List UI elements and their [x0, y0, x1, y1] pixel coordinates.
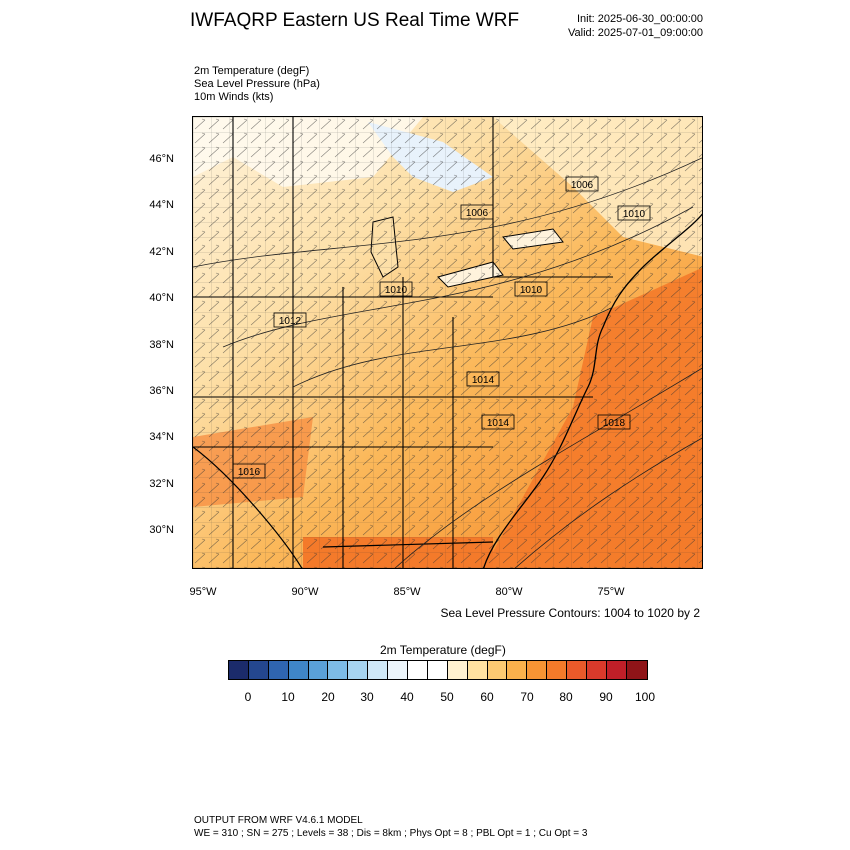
svg-text:1014: 1014: [472, 375, 495, 386]
colorbar-tick-label: 20: [321, 690, 335, 704]
lat-label: 42°N: [149, 246, 174, 258]
pressure-label: 1010: [617, 205, 651, 221]
colorbar-tick-label: 60: [480, 690, 494, 704]
colorbar-bin: [427, 661, 448, 679]
lat-label: 30°N: [149, 524, 174, 536]
wind-barbs: [193, 117, 702, 568]
colorbar-tick-label: 100: [634, 690, 656, 704]
colorbar-bin: [567, 661, 588, 679]
footer-model: OUTPUT FROM WRF V4.6.1 MODEL: [194, 815, 363, 826]
field-label-winds: 10m Winds (kts): [194, 91, 274, 103]
colorbar-bin: [348, 661, 369, 679]
init-time: Init: 2025-06-30_00:00:00: [577, 13, 703, 25]
colorbar-bin: [447, 661, 468, 679]
colorbar-tick-label: 30: [360, 690, 374, 704]
lat-label: 36°N: [149, 385, 174, 397]
colorbar-bin: [507, 661, 528, 679]
svg-text:1010: 1010: [623, 209, 646, 220]
temperature-colorbar: [228, 660, 648, 680]
svg-text:1016: 1016: [238, 467, 261, 478]
colorbar-bin: [547, 661, 568, 679]
pressure-label: 1010: [514, 281, 548, 297]
colorbar-tick-label: 80: [559, 690, 573, 704]
colorbar-tick-label: 50: [440, 690, 454, 704]
pressure-contours: [193, 157, 702, 568]
colorbar-bin: [288, 661, 309, 679]
lat-label: 32°N: [149, 478, 174, 490]
lat-label: 46°N: [149, 153, 174, 165]
pressure-label: 1010: [379, 281, 413, 297]
colorbar-bin: [328, 661, 349, 679]
colorbar-tick-label: 70: [520, 690, 534, 704]
colorbar-bin: [487, 661, 508, 679]
svg-text:1010: 1010: [520, 285, 543, 296]
svg-text:1006: 1006: [571, 180, 594, 191]
colorbar-bin: [467, 661, 488, 679]
colorbar-bin: [388, 661, 409, 679]
svg-text:1018: 1018: [603, 418, 626, 429]
lon-label: 85°W: [393, 586, 421, 598]
lat-label: 34°N: [149, 431, 174, 443]
colorbar-tick-label: 90: [599, 690, 613, 704]
pressure-label: 1018: [597, 414, 631, 430]
svg-text:1012: 1012: [279, 316, 302, 327]
colorbar-bin: [229, 661, 249, 679]
colorbar-bin: [587, 661, 607, 679]
colorbar-bin: [606, 661, 627, 679]
pressure-labels: 1006 1006 1010 1010 1012 1014 1014 1016 1018 1010: [232, 176, 651, 479]
map-canvas: 1006 1006 1010 1010 1012 1014 1014 1016 1018 1010: [193, 117, 702, 568]
coastline-east: [483, 213, 702, 568]
svg-text:1014: 1014: [487, 418, 510, 429]
colorbar-tick-label: 40: [400, 690, 414, 704]
colorbar-bin: [626, 661, 647, 679]
colorbar-bin: [308, 661, 329, 679]
colorbar-bin: [268, 661, 289, 679]
svg-text:1006: 1006: [466, 208, 489, 219]
lon-label: 75°W: [597, 586, 625, 598]
pressure-label: 1006: [565, 176, 599, 192]
colorbar-bin: [527, 661, 548, 679]
colorbar-title: 2m Temperature (degF): [380, 643, 506, 657]
footer-config: WE = 310 ; SN = 275 ; Levels = 38 ; Dis …: [194, 828, 588, 839]
pressure-label: 1014: [466, 371, 500, 387]
weather-map: 1006 1006 1010 1010 1012 1014 1014 1016 1018 1010: [192, 116, 703, 569]
svg-text:1010: 1010: [385, 285, 408, 296]
coastline-gulf: [193, 446, 303, 568]
lat-label: 38°N: [149, 339, 174, 351]
map-title: IWFAQRP Eastern US Real Time WRF: [190, 10, 520, 31]
lat-label: 44°N: [149, 199, 174, 211]
coastline-gulf-south: [322, 541, 494, 548]
colorbar-tick-label: 10: [281, 690, 295, 704]
pressure-label: 1012: [273, 312, 307, 328]
colorbar-bin: [408, 661, 428, 679]
field-label-pressure: Sea Level Pressure (hPa): [194, 78, 320, 90]
lon-label: 95°W: [189, 586, 217, 598]
lon-label: 80°W: [495, 586, 523, 598]
lon-label: 90°W: [291, 586, 319, 598]
field-label-temperature: 2m Temperature (degF): [194, 65, 310, 77]
valid-time: Valid: 2025-07-01_09:00:00: [568, 27, 703, 39]
pressure-label: 1006: [460, 204, 494, 220]
lat-label: 40°N: [149, 292, 174, 304]
colorbar-tick-label: 0: [244, 690, 252, 704]
pressure-label: 1016: [232, 463, 266, 479]
pressure-label: 1014: [481, 414, 515, 430]
colorbar-bin: [368, 661, 389, 679]
colorbar-bin: [248, 661, 269, 679]
slp-contour-note: Sea Level Pressure Contours: 1004 to 102…: [440, 606, 701, 620]
state-borders: [193, 117, 613, 568]
